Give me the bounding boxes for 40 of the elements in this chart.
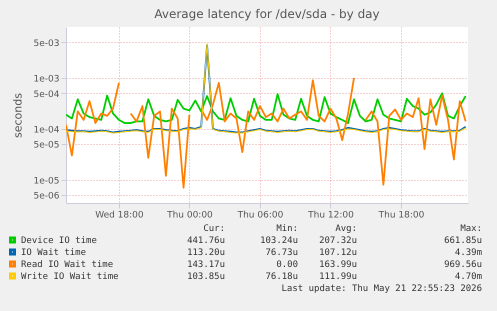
text: 103.85u [187, 272, 225, 282]
x-tick-label: Thu 18:00 [378, 210, 425, 220]
text: 661.85u [444, 236, 482, 246]
legend-label: Device IO time [21, 236, 97, 246]
text: 207.32u [319, 236, 357, 246]
text: 969.56u [444, 260, 482, 270]
text: 76.18u [265, 272, 298, 282]
y-tick-label: 1e-03 [34, 74, 60, 84]
text: 143.17u [187, 260, 225, 270]
y-tick-label: 1e-05 [34, 176, 60, 186]
x-tick-label: Thu 12:00 [307, 210, 354, 220]
text: 76.73u [265, 248, 298, 258]
text: 113.20u [187, 248, 225, 258]
text: Max: [460, 224, 482, 234]
text: 4.39m [454, 248, 482, 258]
chart-title: Average latency for /dev/sda - by day [154, 7, 380, 21]
text: 103.24u [260, 236, 298, 246]
text: 0.00 [276, 260, 298, 270]
x-tick-label: Thu 06:00 [236, 210, 284, 220]
y-axis-title: seconds [12, 92, 25, 138]
y-tick-label: 1e-04 [34, 125, 60, 136]
text: Min: [276, 224, 298, 234]
text: 4.70m [454, 272, 482, 282]
y-tick-label: 5e-04 [34, 90, 60, 100]
y-tick-label: 5e-06 [34, 192, 60, 202]
x-tick-label: Wed 18:00 [95, 210, 144, 220]
text: 441.76u [187, 236, 225, 246]
y-tick-label: 5e-03 [34, 38, 60, 49]
legend-label: Write IO Wait time [21, 272, 119, 282]
text: Avg: [335, 224, 357, 234]
y-tick-label: 5e-05 [34, 140, 60, 151]
legend-label: Read IO Wait time [21, 260, 114, 270]
text: 163.99u [319, 260, 357, 270]
x-tick-label: Thu 00:00 [166, 210, 214, 220]
text: 107.12u [319, 248, 357, 258]
text: Last update: Thu May 21 22:55:23 2026 [282, 284, 482, 294]
line-series [66, 92, 467, 124]
text: 111.99u [319, 272, 357, 282]
legend-label: IO Wait time [21, 248, 86, 258]
text: Cur: [203, 224, 225, 234]
